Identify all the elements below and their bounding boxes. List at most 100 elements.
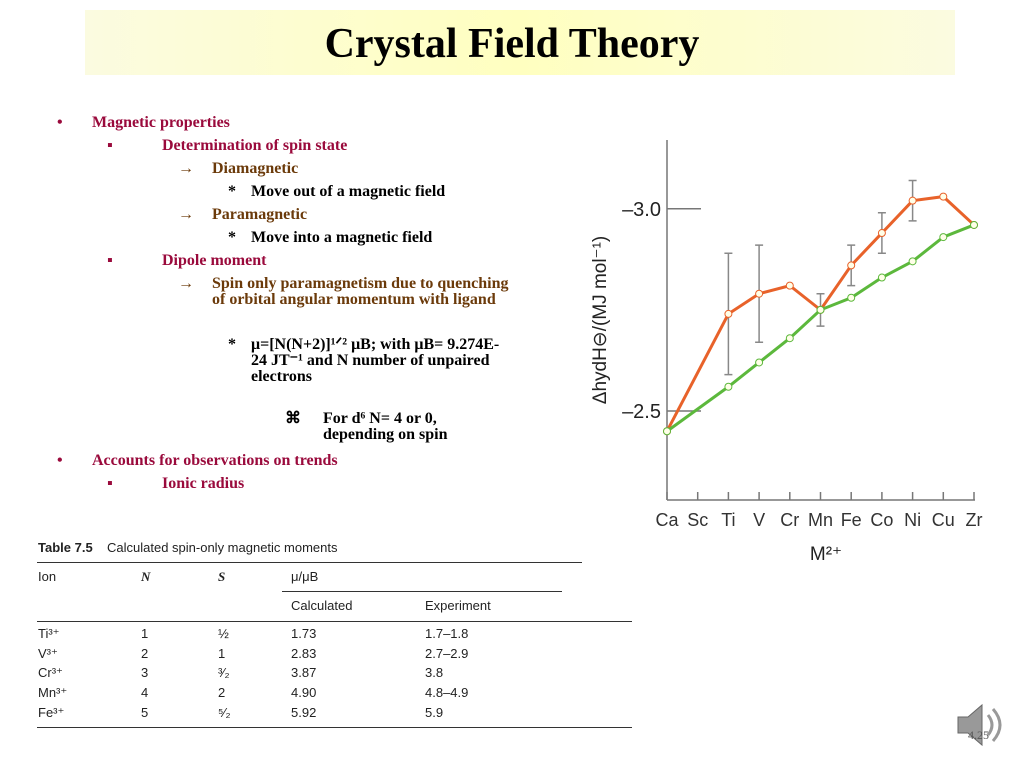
table-cell: Mn³⁺ [38,685,68,701]
table-subheader: Calculated [291,598,353,613]
bullet-text: μ=[N(N+2)]¹ᐟ² μB; with μB= 9.274E-24 JT⁻… [251,336,500,385]
x-tick-label: Sc [687,510,708,530]
speaker-icon [957,703,1002,747]
table-rule [37,621,632,622]
bullet-marker: → [178,275,194,292]
table-cell: 2.7–2.9 [425,645,469,661]
table-cell: ³⁄₂ [218,665,230,681]
x-tick-label: V [753,510,765,530]
data-point [939,192,948,201]
bullet-marker: ▪ [107,252,113,269]
table-header: μ/μB [291,569,319,584]
table-cell: Fe³⁺ [38,704,65,720]
x-tick-label: Fe [841,510,862,530]
y-tick-label: –3.0 [622,199,661,221]
bullet-marker: * [228,336,236,353]
data-point [755,289,764,298]
data-point [908,257,917,266]
table-header: S [218,569,226,584]
y-tick-label: –2.5 [622,401,661,423]
x-tick-label: Ti [721,510,735,530]
series-line [666,223,975,433]
table-cell: Cr³⁺ [38,665,63,681]
table-cell: 3.87 [291,665,317,681]
table-cell: 5.9 [425,704,444,720]
bullet-text: Paramagnetic [212,206,308,223]
table-cell: V³⁺ [38,645,58,661]
bullet-item: ▪ Dipole moment [107,252,502,269]
table-cell: 4 [141,685,149,701]
table-cell: 2.83 [291,645,317,661]
page-number: 4.25 [968,728,989,742]
y-axis-label: ΔhydH⊖/(MJ mol⁻¹) [590,236,611,404]
bullet-text: Move into a magnetic field [251,229,433,246]
bullet-item: ▪ Ionic radius [107,475,502,492]
data-point [877,273,886,282]
bullet-item: * Move out of a magnetic field [228,184,501,200]
bullet-text: Ionic radius [162,475,245,492]
table-cell: 5 [141,704,149,720]
table-cell: 5.92 [291,704,317,720]
bullet-marker: • [57,452,63,469]
table-caption: Calculated spin-only magnetic moments [107,540,338,555]
bullet-text: Diamagnetic [212,160,299,177]
table-cell: Ti³⁺ [38,626,60,641]
table-header: Ion [38,569,57,584]
title-band [85,10,955,75]
table-cell: 3 [141,665,149,681]
table-header: N [141,569,151,584]
bullet-marker: ▪ [107,137,113,154]
data-point [663,427,671,436]
x-tick-label: Ca [655,510,679,530]
x-tick-label: Cu [932,510,955,530]
table-cell: 1 [218,645,226,661]
slide-title: Crystal Field Theory [324,21,700,67]
bullet-marker: → [178,160,194,177]
data-point [908,196,917,205]
table-cell: 4.8–4.9 [425,685,469,701]
data-point [785,281,794,290]
x-axis-label: M²⁺ [810,544,842,565]
bullet-text: Determination of spin state [162,137,348,154]
table-rule [37,727,632,728]
bullet-marker: → [178,206,194,223]
bullet-item: → Diamagnetic [178,160,512,177]
bullet-text: Spin only paramagnetism due to quenching… [212,275,509,308]
data-point [970,220,978,229]
bullet-item: → Paramagnetic [178,206,512,223]
data-point [847,261,856,270]
bullet-item: * Move into a magnetic field [228,229,501,246]
bullet-marker: * [228,229,236,246]
data-point [877,229,886,238]
data-point [724,309,733,318]
bullet-marker: ⌘ [285,410,301,427]
data-point [939,233,948,242]
series-line [665,195,976,432]
table-cell: 1.7–1.8 [425,626,469,641]
bullet-text: Dipole moment [162,252,267,269]
bullet-item: ⌘ For d⁶ N= 4 or 0, depending on spin [285,411,498,443]
table-cell: 4.90 [291,685,317,701]
data-point [785,334,794,343]
table-cell: ⁵⁄₂ [218,704,231,720]
bullet-marker: • [57,114,63,131]
bullet-item: ▪ Determination of spin state [107,137,502,154]
table-label: Table 7.5 [38,540,93,555]
bullet-item: → Spin only paramagnetism due to quenchin… [178,275,512,308]
x-tick-label: Mn [808,510,833,530]
table-cell: 2 [218,685,226,701]
bullet-item: * μ=[N(N+2)]¹ᐟ² μB; with μB= 9.274E-24 JT… [228,336,501,385]
x-tick-label: Zr [966,510,983,530]
bullet-text: Accounts for observations on trends [92,452,338,469]
table-cell: 3.8 [425,665,444,681]
x-tick-label: Co [870,510,893,530]
bullet-text: Magnetic properties [92,114,230,131]
table-cell: 2 [141,645,149,661]
table-rule [282,591,562,592]
x-tick-label: Cr [780,510,799,530]
bullet-item: • Magnetic properties [57,114,492,131]
bullet-marker: ▪ [107,475,113,492]
bullet-marker: * [228,183,236,200]
